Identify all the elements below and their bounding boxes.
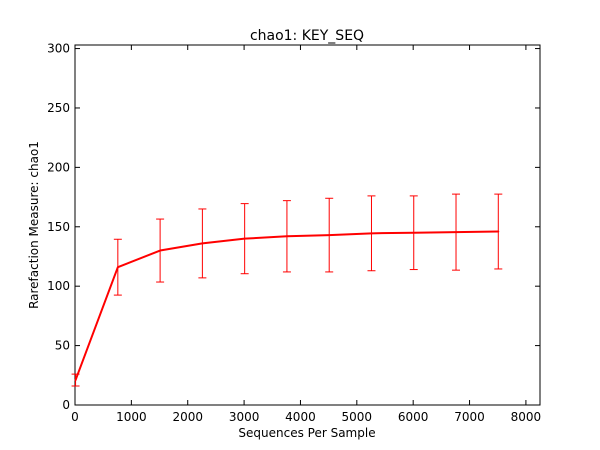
y-tick-label: 250 — [47, 101, 70, 115]
x-axis-label: Sequences Per Sample — [238, 426, 375, 440]
y-tick-label: 200 — [47, 160, 70, 174]
x-tick-label: 6000 — [398, 410, 429, 424]
x-tick-label: 8000 — [511, 410, 542, 424]
x-tick-label: 7000 — [454, 410, 485, 424]
y-tick-label: 50 — [55, 339, 70, 353]
y-tick-label: 0 — [62, 398, 70, 412]
plot-frame — [74, 44, 541, 406]
axes-layer: 0 1000 2000 3000 4000 5000 6000 7000 8000 0 50 100 1… — [47, 42, 541, 424]
x-tick-label: 0 — [71, 410, 79, 424]
y-tick-label: 300 — [47, 42, 70, 56]
series-line — [74, 230, 500, 382]
y-tick-label: 100 — [47, 279, 70, 293]
y-tick-label: 150 — [47, 220, 70, 234]
chart-title: chao1: KEY_SEQ — [250, 28, 364, 44]
series-layer — [71, 193, 503, 387]
plot-area — [74, 44, 541, 406]
x-tick-label: 4000 — [285, 410, 316, 424]
x-tick-label: 2000 — [172, 410, 203, 424]
x-tick-label: 1000 — [116, 410, 147, 424]
y-axis-label: Rarefaction Measure: chao1 — [27, 141, 41, 309]
x-tick-label: 5000 — [342, 410, 373, 424]
x-tick-label: 3000 — [229, 410, 260, 424]
